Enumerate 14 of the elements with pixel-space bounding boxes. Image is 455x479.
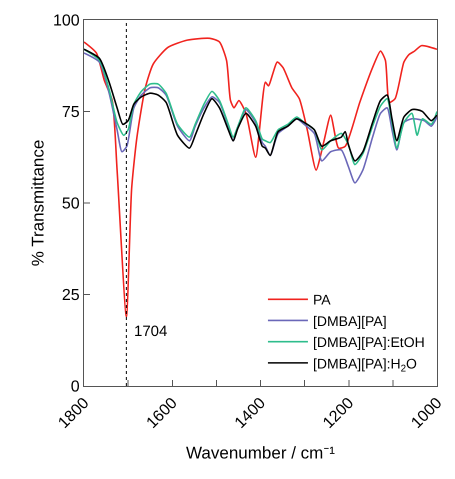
y-tick-label: 25 [62, 287, 80, 304]
x-axis-title: Wavenumber / cm⁻¹ [186, 443, 336, 462]
line-series [84, 52, 437, 184]
legend-label: PA [312, 292, 332, 308]
y-tick-label: 0 [70, 378, 80, 396]
y-tick-label: 100 [52, 12, 80, 30]
legend-label: [DMBA][PA]:EtOH [312, 334, 425, 350]
legend-label: [DMBA][PA]:H$_{2}$O [312, 355, 418, 374]
y-tick-label: 50 [62, 196, 80, 213]
annotation: 1704 [134, 323, 168, 340]
y-tick-label: 75 [62, 104, 80, 122]
y-axis-title: % Transmittance [28, 140, 48, 266]
line-series [84, 38, 437, 318]
legend-label: [DMBA][PA] [312, 312, 387, 329]
